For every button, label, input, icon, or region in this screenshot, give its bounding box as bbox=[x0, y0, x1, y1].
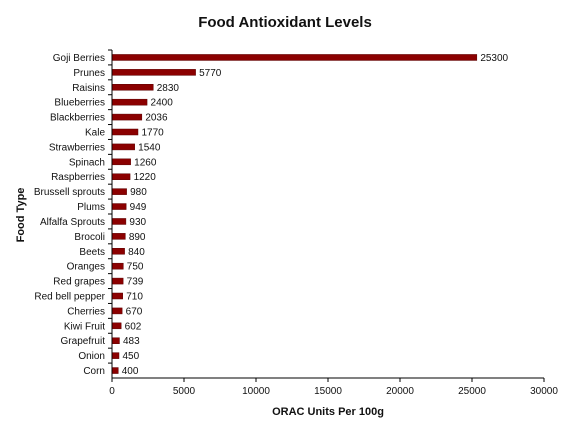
bar-prunes bbox=[112, 69, 196, 76]
category-label: Oranges bbox=[67, 262, 105, 273]
bar-kiwi-fruit bbox=[112, 322, 122, 330]
x-tick-label: 30000 bbox=[530, 386, 558, 397]
data-label: 750 bbox=[127, 262, 144, 273]
category-label: Alfalfa Sprouts bbox=[40, 217, 105, 228]
bar-beets bbox=[112, 248, 125, 255]
data-label: 1770 bbox=[141, 128, 164, 139]
bar-cherries bbox=[112, 307, 123, 315]
category-label: Raisins bbox=[72, 83, 105, 94]
bar-grapefruit bbox=[112, 337, 120, 344]
category-label: Blackberries bbox=[50, 113, 105, 124]
bar-spinach bbox=[112, 158, 131, 166]
y-axis-title: Food Type bbox=[15, 188, 27, 243]
x-tick-label: 15000 bbox=[314, 386, 342, 397]
data-label: 2036 bbox=[145, 113, 168, 124]
bar-alfalfa-sprouts bbox=[112, 218, 127, 225]
data-label: 2400 bbox=[151, 98, 174, 109]
data-label: 710 bbox=[126, 292, 143, 303]
bar-red-grapes bbox=[112, 277, 124, 285]
data-label: 670 bbox=[126, 306, 143, 317]
category-label: Beets bbox=[79, 247, 105, 258]
category-label: Prunes bbox=[73, 68, 105, 79]
bar-goji-berries bbox=[112, 54, 478, 61]
data-label: 1540 bbox=[138, 142, 161, 153]
data-label: 1220 bbox=[134, 172, 157, 183]
data-label: 2830 bbox=[157, 83, 180, 94]
category-label: Brussell sprouts bbox=[34, 187, 105, 198]
x-tick-label: 20000 bbox=[386, 386, 414, 397]
data-label: 949 bbox=[130, 202, 147, 213]
category-label: Brocoli bbox=[74, 232, 105, 243]
data-label: 840 bbox=[128, 247, 145, 258]
bar-blueberries bbox=[112, 98, 148, 106]
data-label: 930 bbox=[129, 217, 146, 228]
category-label: Blueberries bbox=[54, 98, 105, 109]
data-label: 739 bbox=[127, 277, 144, 288]
bar-red-bell-pepper bbox=[112, 292, 123, 300]
category-label: Goji Berries bbox=[53, 53, 105, 64]
plot-area: 0 5000 10000 15000 20000 25000 30000 Goji Berri… bbox=[34, 49, 558, 397]
category-label: Grapefruit bbox=[61, 336, 106, 347]
category-label: Strawberries bbox=[49, 142, 105, 153]
bar-corn bbox=[112, 367, 119, 374]
bar-strawberries bbox=[112, 143, 135, 151]
category-label: Raspberries bbox=[51, 172, 105, 183]
x-tick-label: 0 bbox=[109, 386, 115, 397]
data-label: 25300 bbox=[480, 53, 508, 64]
data-label: 483 bbox=[123, 336, 140, 347]
x-axis-title: ORAC Units Per 100g bbox=[272, 406, 384, 418]
x-tick-label: 10000 bbox=[242, 386, 270, 397]
data-label: 5770 bbox=[199, 68, 222, 79]
bar-oranges bbox=[112, 262, 124, 270]
category-label: Kiwi Fruit bbox=[64, 321, 105, 332]
x-tick-label: 5000 bbox=[173, 386, 196, 397]
data-label: 1260 bbox=[134, 157, 157, 168]
x-tick-label: 25000 bbox=[458, 386, 486, 397]
bar-raspberries bbox=[112, 173, 131, 180]
category-label: Plums bbox=[77, 202, 105, 213]
bar-kale bbox=[112, 128, 139, 136]
bar-blackberries bbox=[112, 113, 143, 121]
category-label: Onion bbox=[78, 351, 105, 362]
category-label: Corn bbox=[83, 366, 105, 377]
category-label: Red grapes bbox=[53, 277, 105, 288]
data-label: 602 bbox=[125, 321, 142, 332]
bar-onion bbox=[112, 352, 120, 359]
category-label: Cherries bbox=[67, 306, 105, 317]
category-label: Spinach bbox=[69, 157, 105, 168]
category-label: Kale bbox=[85, 128, 105, 139]
data-label: 980 bbox=[130, 187, 147, 198]
data-label: 890 bbox=[129, 232, 146, 243]
bar-plums bbox=[112, 203, 127, 210]
bar-brussell-sprouts bbox=[112, 188, 127, 195]
data-label: 450 bbox=[122, 351, 139, 362]
data-label: 400 bbox=[122, 366, 139, 377]
category-label: Red bell pepper bbox=[34, 292, 105, 303]
chart-title: Food Antioxidant Levels bbox=[198, 14, 372, 31]
bar-raisins bbox=[112, 84, 154, 91]
bar-brocoli bbox=[112, 233, 126, 240]
